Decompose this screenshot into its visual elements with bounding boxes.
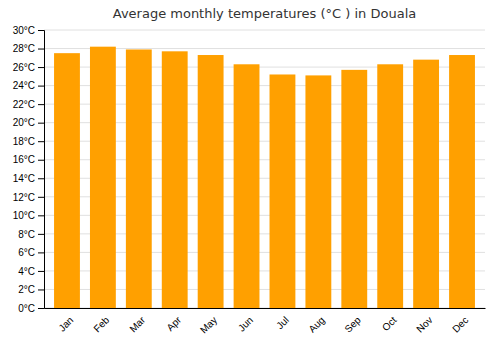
- tick-mark: [38, 30, 44, 31]
- tick: 26°C: [13, 62, 44, 73]
- x-axis: Jan Feb Mar Apr May Jun Jul Aug Sep Oct Nov Dec: [45, 309, 486, 336]
- tick-label: 26°C: [13, 62, 35, 73]
- tick-label: Apr: [164, 314, 183, 333]
- tick-mark: [38, 271, 44, 272]
- tick: Jul: [274, 314, 291, 331]
- tick-label: 12°C: [13, 192, 35, 203]
- tick-label: Aug: [306, 314, 326, 334]
- tick: May: [198, 314, 219, 335]
- tick-mark: [38, 234, 44, 235]
- tick-mark: [38, 160, 44, 161]
- tick-mark: [38, 104, 44, 105]
- tick: Dec: [450, 314, 470, 334]
- bar: [413, 60, 439, 308]
- tick-mark: [38, 49, 44, 50]
- axis-line: [38, 31, 45, 309]
- tick-label: Jan: [56, 314, 75, 333]
- tick-label: Sep: [342, 314, 363, 335]
- tick-label: 6°C: [18, 247, 35, 258]
- bar: [90, 47, 116, 308]
- tick: 8°C: [18, 229, 44, 240]
- tick: 6°C: [18, 247, 44, 258]
- tick: 20°C: [13, 117, 44, 128]
- tick-label: Jun: [236, 314, 255, 333]
- tick: Jan: [56, 314, 75, 333]
- tick-label: Jul: [274, 314, 291, 331]
- tick-label: Mar: [127, 314, 147, 334]
- tick: Jun: [236, 314, 255, 333]
- tick-mark: [38, 178, 44, 179]
- tick: Oct: [380, 314, 399, 333]
- tick-label: 16°C: [13, 154, 35, 165]
- tick: Aug: [306, 314, 326, 334]
- bar: [341, 70, 367, 308]
- tick-label: 10°C: [13, 210, 35, 221]
- chart: 0°C 2°C 4°C 6°C 8°C 10°C 12°C 14°C 16°C 18°C 20°C 2…: [0, 0, 500, 350]
- tick: 2°C: [18, 284, 44, 295]
- tick-mark: [38, 197, 44, 198]
- tick-label: 22°C: [13, 99, 35, 110]
- tick-label: Oct: [380, 314, 399, 333]
- tick-label: 18°C: [13, 136, 35, 147]
- bar: [234, 64, 260, 308]
- tick-mark: [38, 141, 44, 142]
- tick: 16°C: [13, 154, 44, 165]
- tick: 4°C: [18, 266, 44, 277]
- tick-label: 8°C: [18, 229, 35, 240]
- tick: Sep: [342, 314, 363, 335]
- tick-mark: [38, 86, 44, 87]
- bar: [305, 75, 331, 308]
- tick-label: Nov: [414, 314, 434, 334]
- y-axis: 0°C 2°C 4°C 6°C 8°C 10°C 12°C 14°C 16°C 18°C 20°C 2…: [13, 25, 45, 314]
- tick-label: 14°C: [13, 173, 35, 184]
- tick: 10°C: [13, 210, 44, 221]
- tick-mark: [38, 308, 44, 309]
- bar: [198, 55, 224, 308]
- tick-mark: [38, 289, 44, 290]
- tick-label: 24°C: [13, 80, 35, 91]
- tick: 18°C: [13, 136, 44, 147]
- tick: 22°C: [13, 99, 44, 110]
- bars: [54, 47, 475, 308]
- axis-line: [45, 308, 486, 309]
- tick-mark: [38, 215, 44, 216]
- bar: [162, 51, 188, 308]
- bar: [449, 55, 475, 308]
- tick-label: May: [198, 314, 219, 335]
- tick: Nov: [414, 314, 434, 334]
- bar: [377, 64, 403, 308]
- tick: 14°C: [13, 173, 44, 184]
- tick: 0°C: [18, 303, 44, 314]
- bar: [270, 74, 296, 308]
- tick-mark: [38, 67, 44, 68]
- tick-label: 28°C: [13, 43, 35, 54]
- tick: Feb: [91, 314, 111, 334]
- tick-label: 4°C: [18, 266, 35, 277]
- plot: 0°C 2°C 4°C 6°C 8°C 10°C 12°C 14°C 16°C 18°C 20°C 2…: [13, 25, 486, 336]
- bar: [54, 53, 80, 308]
- tick: Apr: [164, 314, 183, 333]
- tick-label: 30°C: [13, 25, 35, 36]
- tick: Mar: [127, 314, 147, 334]
- tick-label: 20°C: [13, 117, 35, 128]
- tick-label: 2°C: [18, 284, 35, 295]
- tick-mark: [38, 123, 44, 124]
- title: Average monthly temperatures (°C ) in Do…: [113, 6, 416, 21]
- grid-line: [44, 30, 485, 31]
- tick: 30°C: [13, 25, 44, 36]
- tick: 12°C: [13, 192, 44, 203]
- tick-label: Dec: [450, 314, 470, 334]
- tick: 24°C: [13, 80, 44, 91]
- tick-mark: [38, 252, 44, 253]
- tick: 28°C: [13, 43, 44, 54]
- tick-label: Feb: [91, 314, 111, 334]
- grid: [44, 30, 485, 308]
- tick-label: 0°C: [18, 303, 35, 314]
- bar: [126, 49, 152, 308]
